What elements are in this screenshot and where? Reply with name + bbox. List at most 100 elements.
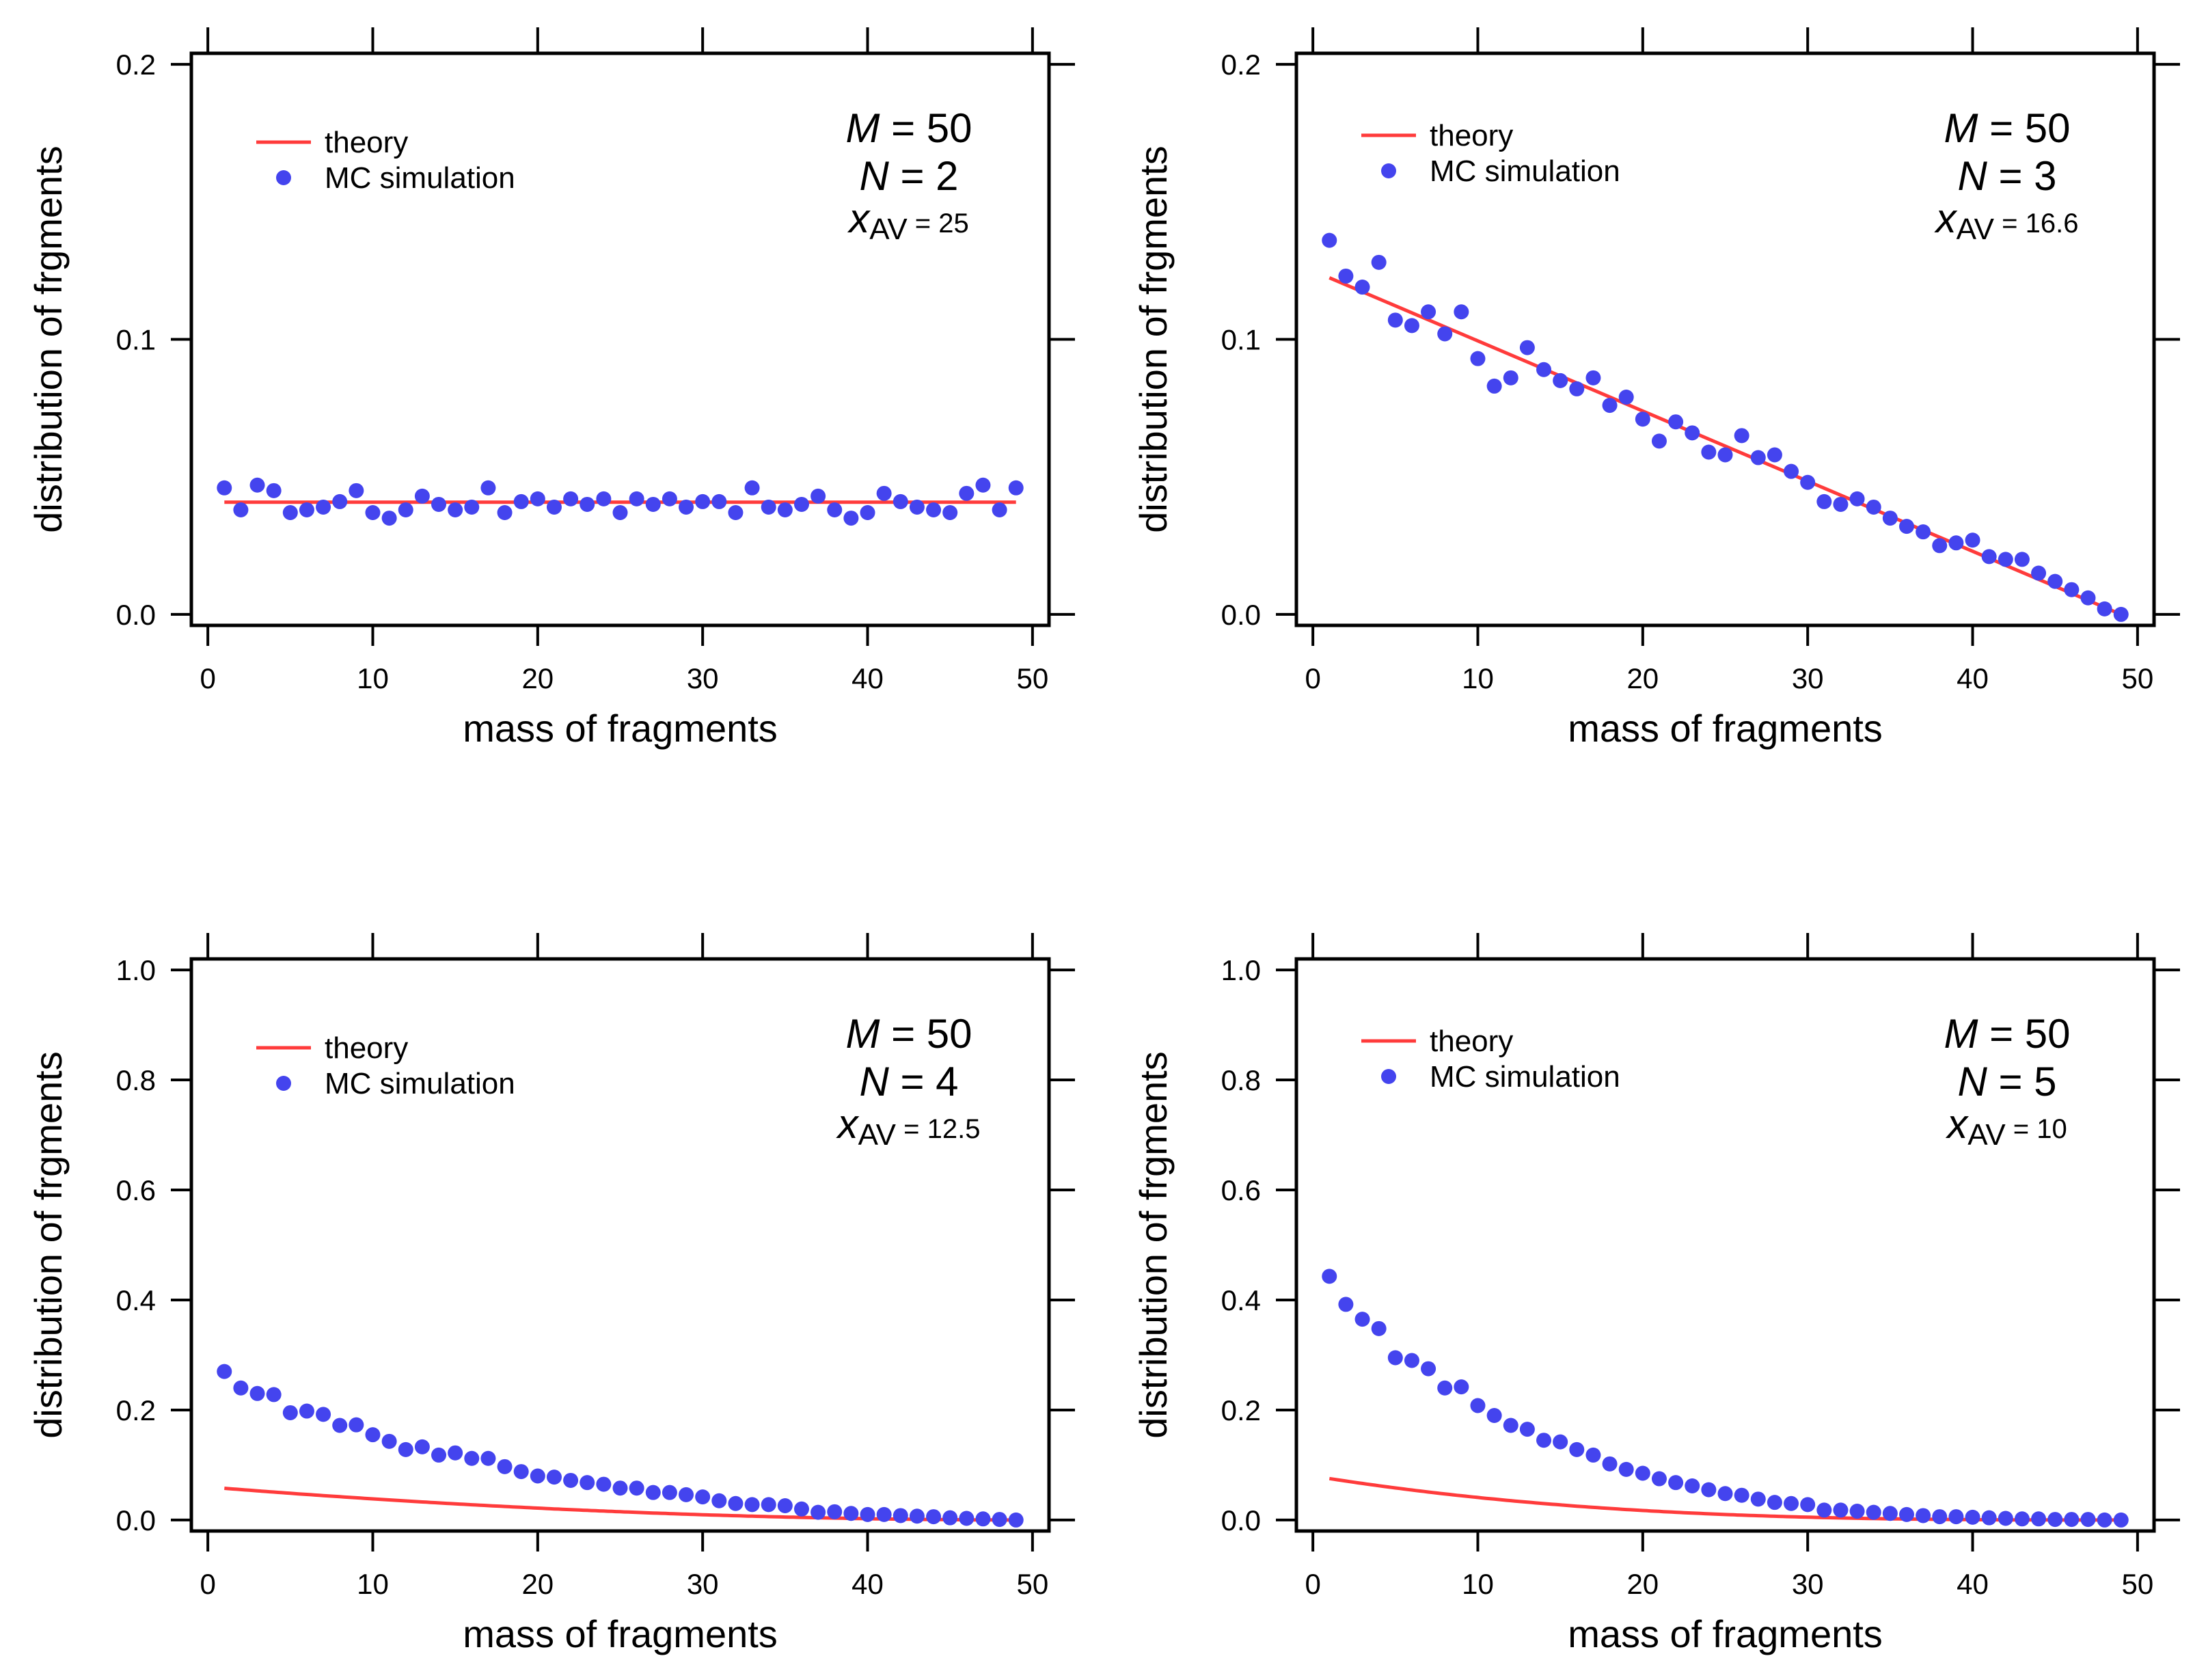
y-axis-label: distribution of frgments xyxy=(1132,146,1175,532)
mc-point xyxy=(1008,480,1024,496)
y-axis-label: distribution of frgments xyxy=(27,1051,70,1438)
mc-point xyxy=(1800,1497,1816,1513)
x-tick-label: 50 xyxy=(1017,1568,1049,1600)
mc-point xyxy=(1322,1269,1337,1284)
y-tick-label: 1.0 xyxy=(116,954,156,986)
mc-point xyxy=(217,1364,232,1379)
mc-point xyxy=(1519,1422,1535,1437)
mc-point xyxy=(1553,372,1568,388)
legend-theory-label: theory xyxy=(325,126,408,159)
mc-point xyxy=(316,1407,331,1422)
mc-point xyxy=(1338,1297,1354,1312)
y-tick-label: 0.6 xyxy=(116,1174,156,1206)
x-tick-label: 0 xyxy=(1305,662,1320,694)
annotation-M-symbol: M xyxy=(1944,1011,1978,1057)
mc-point xyxy=(827,502,843,517)
mc-point xyxy=(1833,496,1849,512)
annotation-M: M = 50 xyxy=(1944,105,2070,151)
mc-point xyxy=(2113,606,2129,622)
mc-point xyxy=(2031,565,2047,581)
x-tick-label: 0 xyxy=(200,1568,215,1600)
x-axis-label: mass of fragments xyxy=(463,707,778,750)
mc-point xyxy=(233,502,249,517)
y-tick-label: 0.1 xyxy=(1221,324,1261,356)
x-tick-label: 20 xyxy=(521,662,554,694)
mc-point xyxy=(563,1472,579,1488)
mc-point xyxy=(761,1497,776,1513)
y-tick-label: 0.2 xyxy=(116,49,156,81)
mc-point xyxy=(777,502,793,517)
x-axis-label: mass of fragments xyxy=(1568,1612,1883,1655)
mc-point xyxy=(1404,1353,1419,1368)
x-tick-label: 20 xyxy=(1626,1568,1659,1600)
mc-point xyxy=(1651,1471,1667,1487)
legend-mc-label: MC simulation xyxy=(325,1067,515,1100)
mc-point xyxy=(1635,411,1650,427)
chart-panel-4: 0 10 20 30 40 50 0.0 0.2 0.4 0.6 0.8 1.0 mass of fra… xyxy=(1132,933,2180,1655)
mc-point xyxy=(1898,1506,1914,1522)
mc-point xyxy=(1932,1509,1948,1525)
mc-point xyxy=(893,1508,908,1523)
mc-point xyxy=(580,1475,595,1491)
mc-point xyxy=(876,485,892,501)
x-tick-label: 10 xyxy=(1462,662,1494,694)
x-tick-label: 10 xyxy=(357,1568,389,1600)
mc-point xyxy=(1437,1380,1453,1396)
annotation-N: N = 5 xyxy=(1957,1059,2056,1105)
y-tick-label: 0.2 xyxy=(116,1394,156,1426)
mc-point xyxy=(728,1495,744,1511)
y-tick-label: 0.0 xyxy=(1221,599,1261,631)
x-axis-label: mass of fragments xyxy=(1568,707,1883,750)
x-tick-label: 30 xyxy=(1792,662,1824,694)
annotation-x-subscript: AV xyxy=(1967,1118,2006,1152)
mc-point xyxy=(546,499,562,515)
x-tick-label: 40 xyxy=(1957,1568,1989,1600)
mc-point xyxy=(1421,304,1436,320)
annotation-N-symbol: N xyxy=(1957,153,1987,199)
mc-point xyxy=(580,496,595,512)
mc-point xyxy=(1916,524,1931,540)
mc-point xyxy=(926,502,942,517)
mc-point xyxy=(679,499,694,515)
mc-point xyxy=(1717,1486,1733,1502)
legend-mc-swatch xyxy=(276,1076,291,1091)
mc-point xyxy=(711,493,727,509)
mc-point xyxy=(249,1385,265,1401)
annotation-M-value: = 50 xyxy=(1978,1011,2070,1057)
mc-point xyxy=(695,1489,711,1505)
mc-point xyxy=(612,1480,628,1496)
legend-mc-swatch xyxy=(276,170,291,185)
mc-point xyxy=(2047,573,2063,589)
x-tick-label: 0 xyxy=(200,662,215,694)
mc-point xyxy=(1470,351,1486,366)
mc-point xyxy=(1371,1320,1387,1336)
annotation-x-value: = 16.6 xyxy=(1994,208,2078,239)
mc-point xyxy=(1354,280,1370,295)
mc-point xyxy=(876,1506,892,1522)
x-tick-label: 30 xyxy=(687,1568,719,1600)
mc-point xyxy=(1701,1482,1717,1498)
mc-point xyxy=(596,491,612,506)
mc-point xyxy=(1437,326,1453,342)
mc-point xyxy=(381,1433,397,1449)
mc-point xyxy=(1651,433,1667,449)
chart-panel-2: 0 10 20 30 40 50 0.0 0.1 0.2 mass of fragments dis… xyxy=(1132,27,2180,750)
mc-point xyxy=(1536,1433,1552,1448)
mc-point xyxy=(1585,370,1601,385)
mc-point xyxy=(1882,1506,1898,1521)
mc-point xyxy=(1816,493,1832,509)
y-tick-label: 0.8 xyxy=(1221,1064,1261,1096)
mc-point xyxy=(1849,1504,1865,1519)
mc-point xyxy=(1338,268,1354,284)
annotation-xav: xAV = 10 xyxy=(1945,1101,2067,1152)
x-tick-label: 50 xyxy=(2122,1568,2154,1600)
mc-point xyxy=(1322,232,1337,248)
mc-point xyxy=(546,1469,562,1485)
mc-point xyxy=(2031,1511,2047,1527)
y-axis-label: distribution of frgments xyxy=(1132,1051,1175,1438)
mc-point xyxy=(959,1510,975,1526)
mc-point xyxy=(711,1493,727,1508)
mc-point xyxy=(1882,511,1898,526)
mc-point xyxy=(1948,1509,1964,1525)
y-tick-label: 0.2 xyxy=(1221,1394,1261,1426)
